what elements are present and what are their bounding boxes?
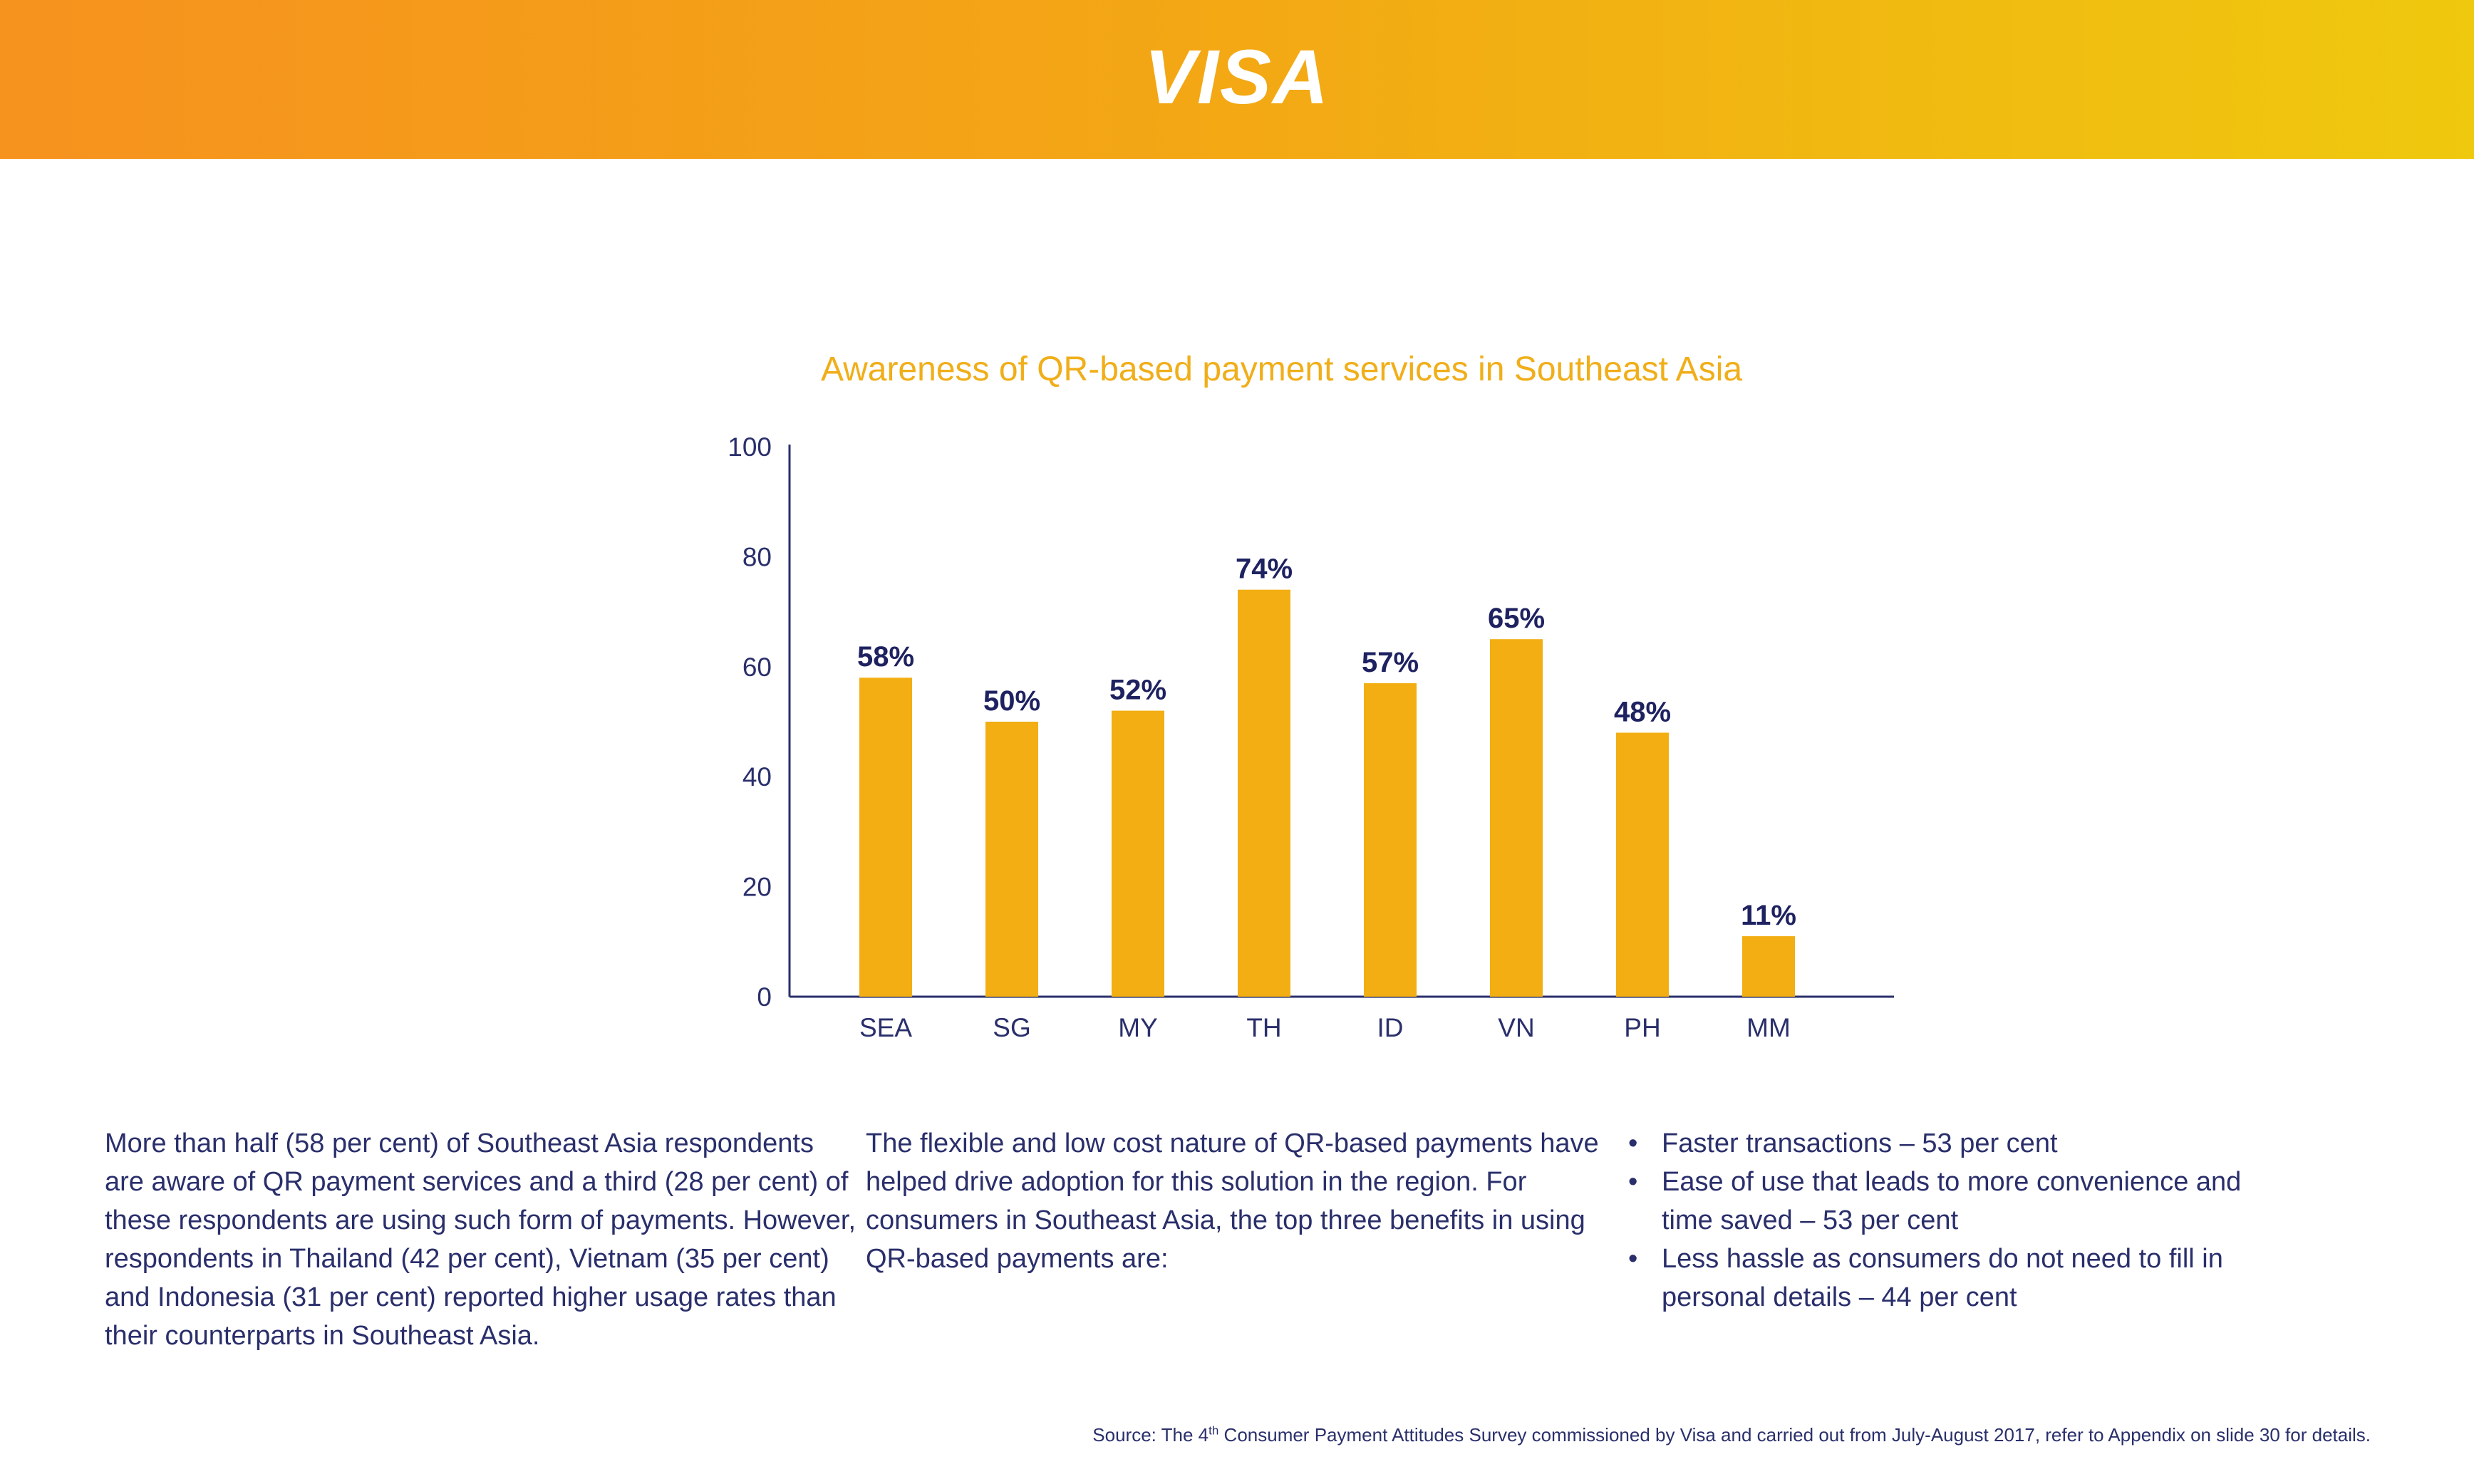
source-suffix: Consumer Payment Attitudes Survey commis…	[1218, 1424, 2371, 1446]
x-tick-label: MY	[1118, 1013, 1158, 1042]
data-label: 65%	[1488, 603, 1545, 634]
bar-sg	[985, 722, 1038, 997]
y-tick-label: 40	[742, 762, 772, 792]
bar-sea	[859, 678, 912, 997]
summary-paragraph: More than half (58 per cent) of Southeas…	[105, 1128, 856, 1351]
data-label: 58%	[857, 641, 914, 673]
adoption-paragraph: The flexible and low cost nature of QR-b…	[866, 1128, 1599, 1274]
x-tick-label: PH	[1624, 1013, 1660, 1042]
benefits-list: • Faster transactions – 53 per cent • Ease…	[1628, 1124, 2255, 1317]
bar-vn	[1490, 639, 1543, 997]
benefit-item: • Less hassle as consumers do not need to…	[1628, 1240, 2255, 1317]
x-tick-label: SG	[993, 1013, 1030, 1042]
benefit-item: • Ease of use that leads to more convenie…	[1628, 1163, 2255, 1240]
x-tick-label: SEA	[859, 1013, 912, 1042]
data-label: 52%	[1109, 675, 1166, 706]
benefit-item: • Faster transactions – 53 per cent	[1628, 1124, 2255, 1163]
benefit-text: Faster transactions – 53 per cent	[1662, 1128, 2058, 1158]
data-label: 48%	[1614, 696, 1671, 727]
bar-chart: 0 20 40 60 80 100 58% SEA 50% SG 52% MY 74% TH 57% ID 65…	[728, 432, 1894, 1042]
data-label: 74%	[1236, 554, 1293, 585]
source-superscript: th	[1208, 1423, 1219, 1438]
source-note: Source: The 4th Consumer Payment Attitud…	[1092, 1423, 2371, 1447]
data-label: 11%	[1741, 900, 1796, 931]
bar-id	[1364, 683, 1417, 997]
bullet-icon: •	[1628, 1128, 1638, 1158]
x-tick-label: VN	[1498, 1013, 1534, 1042]
y-tick-label: 20	[742, 873, 772, 902]
benefit-text: Ease of use that leads to more convenien…	[1662, 1167, 2242, 1235]
data-label: 57%	[1362, 647, 1419, 678]
y-tick-label: 100	[728, 432, 772, 462]
y-tick-label: 80	[742, 542, 772, 571]
bar-th	[1238, 589, 1290, 997]
x-tick-label: MM	[1746, 1013, 1791, 1042]
bar-mm	[1742, 936, 1795, 997]
bar-my	[1112, 710, 1164, 997]
source-prefix: Source: The 4	[1092, 1424, 1209, 1446]
x-tick-label: TH	[1246, 1013, 1281, 1042]
bullet-icon: •	[1628, 1167, 1638, 1197]
visa-logo: VISA	[1144, 33, 1330, 120]
bullet-icon: •	[1628, 1244, 1638, 1274]
x-tick-label: ID	[1377, 1013, 1404, 1042]
bar-ph	[1616, 732, 1669, 997]
data-label: 50%	[983, 685, 1040, 717]
y-tick-label: 0	[757, 982, 772, 1012]
header-banner: VISA	[0, 0, 2474, 159]
y-tick-label: 60	[742, 653, 772, 682]
benefit-text: Less hassle as consumers do not need to …	[1662, 1244, 2223, 1312]
chart-title: Awareness of QR-based payment services i…	[820, 351, 1743, 388]
